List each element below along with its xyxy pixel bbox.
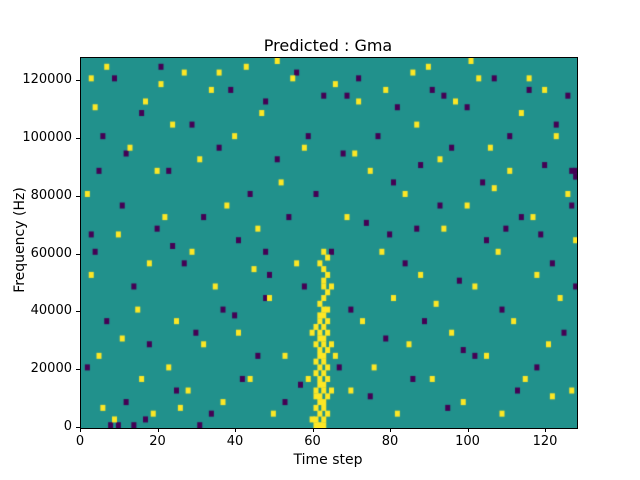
x-tick-label: 120 (532, 434, 558, 449)
y-tick-mark (76, 253, 80, 255)
x-tick-mark (545, 428, 546, 432)
x-tick-mark (467, 428, 469, 432)
x-tick-label: 40 (226, 434, 244, 449)
y-tick-mark (76, 369, 80, 371)
y-tick-label: 0 (63, 419, 72, 434)
x-tick-label: 100 (455, 434, 480, 449)
heatmap-canvas (81, 58, 577, 428)
y-axis-label: Frequency (Hz) (12, 187, 28, 293)
x-tick-mark (390, 428, 391, 432)
y-tick-label: 120000 (22, 72, 72, 88)
x-axis-label: Time step (293, 452, 363, 468)
y-tick-label: 60000 (30, 245, 72, 261)
x-tick-mark (80, 428, 81, 432)
plot-area (80, 57, 578, 429)
y-tick-label: 100000 (22, 129, 72, 145)
x-tick-label: 0 (75, 434, 85, 449)
y-tick-mark (76, 195, 80, 197)
y-tick-label: 80000 (30, 187, 72, 203)
x-tick-label: 80 (381, 434, 399, 449)
y-tick-mark (76, 80, 80, 82)
y-tick-mark (76, 137, 80, 139)
chart-title: Predicted : Gma (263, 36, 393, 55)
x-tick-label: 60 (304, 434, 321, 449)
y-tick-mark (76, 427, 80, 428)
y-tick-label: 20000 (30, 361, 72, 377)
y-tick-label: 40000 (30, 303, 72, 319)
x-tick-label: 20 (149, 434, 166, 449)
x-tick-mark (157, 428, 159, 432)
x-tick-mark (235, 428, 236, 432)
y-tick-mark (76, 311, 80, 313)
x-tick-mark (312, 428, 314, 432)
